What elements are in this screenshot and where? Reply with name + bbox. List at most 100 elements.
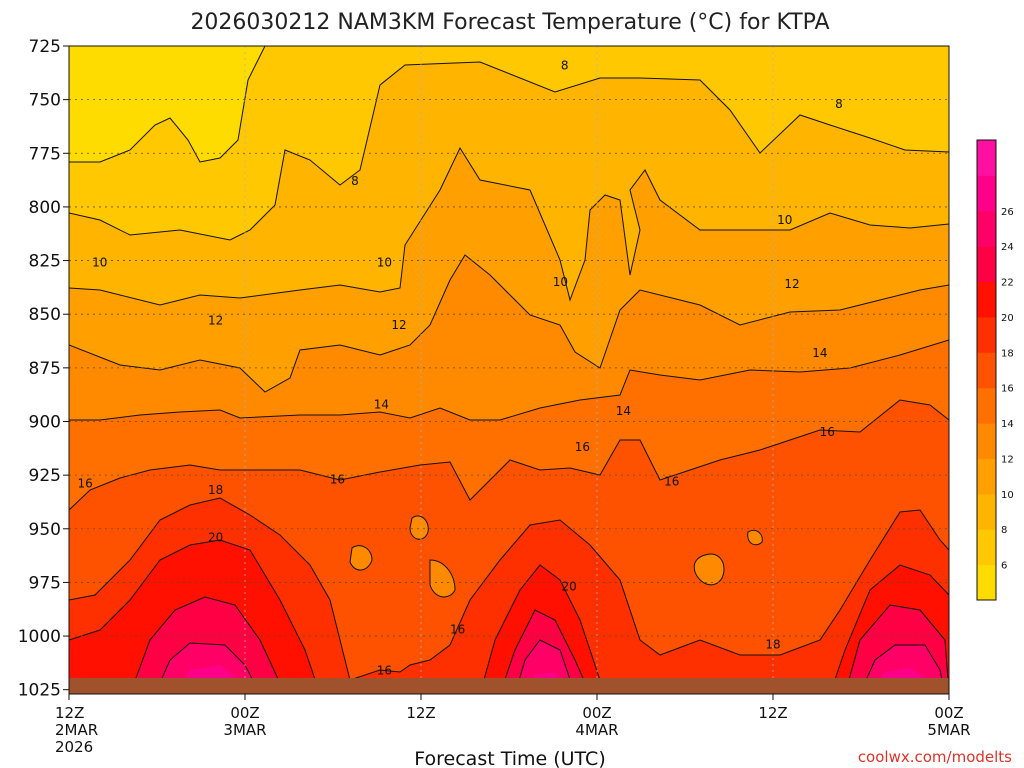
- colorbar-segment: [977, 246, 996, 283]
- colorbar-label: 16: [1001, 384, 1014, 395]
- credit-text: coolwx.com/modelts: [858, 748, 1012, 766]
- contour-line-12: [69, 254, 949, 393]
- contour-label: 16: [575, 440, 590, 454]
- y-axis: 725 750 775 800 825 850 875 900 925 950 975 1000 102…: [18, 37, 69, 701]
- plot-frame: [68, 45, 950, 695]
- contour-label: 16: [330, 472, 345, 486]
- chart-title: 2026030212 NAM3KM Forecast Temperature (…: [190, 10, 829, 35]
- x-axis-label: Forecast Time (UTC): [414, 748, 605, 768]
- contour-label: 20: [561, 580, 576, 594]
- contour-line-8: [69, 61, 949, 241]
- y-tick-label: 1025: [18, 681, 61, 701]
- x-tick-label: 12Z: [55, 704, 84, 722]
- x-tick-label: 5MAR: [927, 721, 970, 739]
- colorbar-segment: [977, 529, 996, 566]
- contour-labels: 8 8 8 10 10 10 10 12 12 12 14 14 14 16 16 16 16 16 18 20 20 1…: [77, 58, 842, 677]
- y-tick-label: 975: [29, 573, 61, 593]
- colorbar-label: 18: [1001, 348, 1014, 359]
- contour-island: [409, 515, 429, 540]
- contour-line-22: [129, 596, 949, 694]
- y-tick-label: 750: [29, 91, 61, 111]
- contour-label: 14: [616, 404, 631, 418]
- band-4-6: [69, 46, 265, 162]
- contour-label: 14: [374, 397, 389, 411]
- x-tick-label: 00Z: [230, 704, 259, 722]
- colorbar-segment: [977, 423, 996, 459]
- colorbar-segment: [977, 175, 996, 212]
- y-tick-label: 825: [29, 252, 61, 272]
- colorbar-segment: [977, 316, 996, 353]
- contour-line-16: [69, 399, 949, 511]
- x-tick-label: 00Z: [934, 704, 963, 722]
- colorbar-segment: [977, 210, 996, 247]
- contour-line-18: [69, 497, 949, 681]
- band-20-22: [69, 540, 949, 694]
- colorbar-label: 20: [1001, 313, 1014, 324]
- contour-line-24: [154, 639, 946, 694]
- y-tick-label: 775: [29, 144, 61, 164]
- y-tick-label: 900: [29, 412, 61, 432]
- colorbar-segment: [977, 458, 996, 495]
- contour-lines: [69, 46, 949, 694]
- colorbar-label: 24: [1001, 242, 1014, 253]
- contour-label: 8: [561, 58, 569, 72]
- contour-line-10: [69, 146, 949, 306]
- colorbar: 6 8 10 12 14 16 18 20 22 24 26: [976, 139, 1014, 601]
- y-tick-label: 950: [29, 520, 61, 540]
- colorbar-segment: [977, 493, 996, 530]
- y-tick-label: 800: [29, 198, 61, 218]
- contour-line-6: [69, 46, 266, 163]
- y-tick-label: 875: [29, 359, 61, 379]
- contour-label: 16: [450, 623, 465, 637]
- contour-label: 10: [92, 256, 107, 270]
- contour-label: 12: [784, 277, 799, 291]
- colorbar-label: 14: [1001, 419, 1014, 430]
- y-tick-label: 725: [29, 37, 61, 57]
- contour-label: 14: [812, 346, 827, 360]
- contour-island: [429, 559, 456, 598]
- colorbar-label: 12: [1001, 454, 1014, 465]
- colorbar-label: 8: [1001, 525, 1007, 536]
- y-tick-label: 850: [29, 305, 61, 325]
- contour-label: 10: [377, 256, 392, 270]
- colorbar-segment: [977, 564, 996, 601]
- contour-line-14: [69, 339, 949, 421]
- plot-area: 8 8 8 10 10 10 10 12 12 12 14 14 14 16 16 16 16 16 18 20 20 1…: [69, 46, 949, 694]
- contour-island: [349, 545, 373, 571]
- x-tick-label: 00Z: [582, 704, 611, 722]
- x-tick-label: 2MAR: [55, 721, 98, 739]
- band-24-26: [155, 640, 945, 694]
- colorbar-label: 22: [1001, 278, 1014, 289]
- x-tick-label: 3MAR: [223, 721, 266, 739]
- colorbar-frame: [976, 139, 997, 601]
- y-tick-label: 925: [29, 466, 61, 486]
- contour-label: 8: [351, 174, 359, 188]
- contour-label: 16: [820, 425, 835, 439]
- contour-label: 10: [553, 275, 568, 289]
- band-6-8: [69, 46, 949, 240]
- contour-label: 10: [777, 213, 792, 227]
- contour-islands: [349, 515, 763, 598]
- colorbar-label: 6: [1001, 561, 1007, 572]
- x-tick-label: 4MAR: [575, 721, 618, 739]
- colorbar-segment: [977, 281, 996, 318]
- contour-label: 18: [208, 483, 223, 497]
- ground-surface: [69, 678, 949, 694]
- contour-label: 12: [391, 318, 406, 332]
- x-tick-label: 12Z: [758, 704, 787, 722]
- colorbar-label: 10: [1001, 490, 1014, 501]
- colorbar-segment: [977, 352, 996, 389]
- y-tick-label: 1000: [18, 627, 61, 647]
- contour-label: 16: [377, 663, 392, 677]
- contour-label: 20: [208, 530, 223, 544]
- x-tick-label: 12Z: [406, 704, 435, 722]
- contour-label: 12: [208, 314, 223, 328]
- x-tick-label: 2026: [55, 738, 93, 756]
- contour-label: 18: [765, 638, 780, 652]
- colorbar-segment: [977, 140, 996, 176]
- contour-label: 8: [835, 97, 843, 111]
- contour-island: [747, 529, 763, 546]
- contour-island: [693, 553, 725, 586]
- colorbar-segment: [977, 387, 996, 424]
